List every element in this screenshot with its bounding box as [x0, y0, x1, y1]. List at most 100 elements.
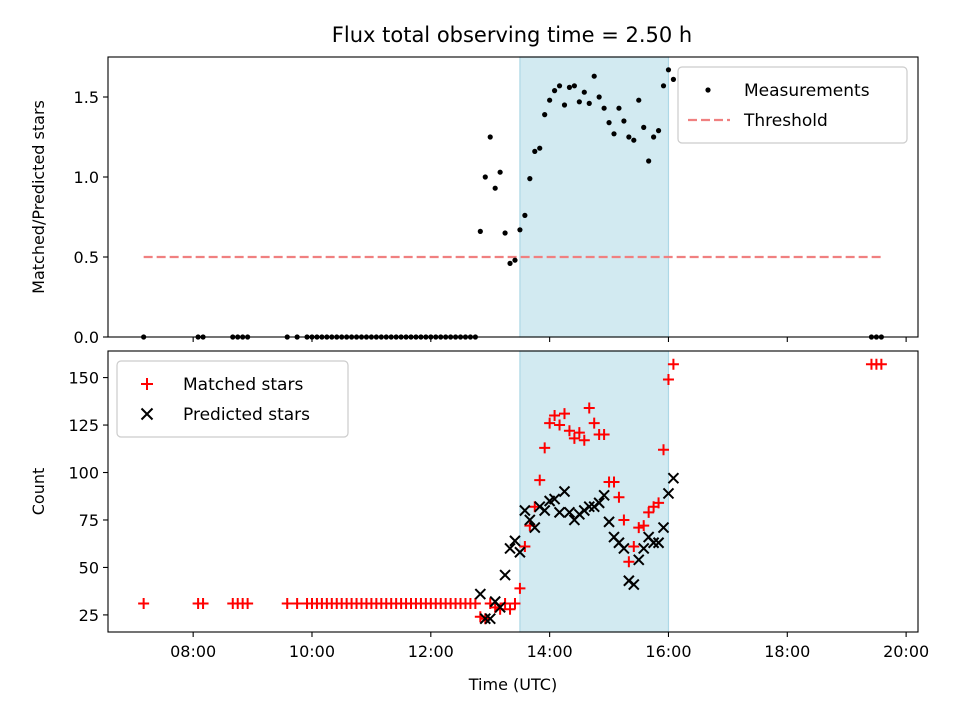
- data-point: [242, 598, 254, 610]
- data-point: [658, 444, 670, 456]
- x-tick-label: 18:00: [764, 642, 810, 661]
- data-point: [596, 94, 602, 100]
- data-point: [509, 598, 521, 610]
- data-point: [641, 124, 647, 130]
- data-point: [621, 118, 627, 124]
- legend: Matched stars Predicted stars: [116, 360, 349, 438]
- y-tick-label: 50: [79, 558, 99, 577]
- data-point: [628, 578, 640, 591]
- data-point: [558, 408, 570, 420]
- y-tick-label: 1.5: [74, 88, 99, 107]
- data-point: [576, 99, 582, 105]
- y-tick-label: 100: [68, 464, 99, 483]
- data-point: [657, 521, 670, 534]
- data-point: [662, 487, 675, 500]
- series-matched-stars: [138, 358, 887, 625]
- data-point: [519, 504, 531, 517]
- data-point: [633, 554, 645, 566]
- data-point: [643, 506, 655, 518]
- legend-box: [677, 66, 908, 144]
- data-point: [558, 485, 571, 498]
- data-point: [504, 603, 516, 615]
- legend-box: [116, 360, 349, 438]
- data-point: [623, 556, 635, 568]
- data-point: [583, 500, 595, 513]
- data-point: [487, 134, 493, 140]
- data-point: [606, 120, 612, 126]
- data-point: [504, 542, 516, 555]
- data-point: [563, 425, 575, 437]
- observing-window-band: [519, 350, 670, 633]
- data-point: [517, 227, 523, 233]
- data-point: [527, 176, 533, 182]
- data-point: [494, 601, 506, 614]
- data-point: [502, 230, 508, 236]
- data-point: [291, 598, 303, 610]
- data-point: [601, 105, 607, 111]
- data-point: [586, 100, 592, 106]
- data-point: [665, 67, 672, 73]
- data-point: [653, 497, 665, 509]
- data-point: [647, 537, 660, 549]
- data-point: [522, 212, 528, 218]
- data-point: [618, 542, 630, 555]
- data-point: [519, 541, 531, 553]
- data-point: [534, 474, 546, 486]
- data-point: [499, 569, 511, 581]
- data-point: [138, 598, 150, 610]
- x-tick-label: 08:00: [170, 642, 216, 661]
- data-point: [479, 613, 491, 625]
- data-point: [538, 504, 551, 517]
- axes-frame: [107, 350, 919, 633]
- data-point: [514, 582, 526, 594]
- legend-label: Measurements: [744, 81, 870, 101]
- data-point: [484, 613, 496, 625]
- data-point: [532, 148, 538, 154]
- data-point: [539, 442, 551, 454]
- data-point: [633, 522, 645, 534]
- data-point: [509, 535, 521, 547]
- data-point: [660, 83, 667, 89]
- x-tick-label: 20:00: [883, 642, 929, 661]
- data-point: [497, 169, 503, 175]
- legend-marker: [140, 407, 154, 421]
- data-point: [583, 402, 595, 414]
- data-point: [631, 137, 637, 143]
- observing-window-band: [519, 56, 670, 338]
- data-point: [197, 598, 209, 610]
- data-point: [482, 174, 488, 180]
- y-axis-label: Count: [29, 468, 48, 516]
- data-point: [547, 97, 553, 103]
- data-point: [537, 145, 543, 151]
- data-point: [591, 73, 597, 79]
- legend-marker: [141, 378, 153, 390]
- data-point: [554, 419, 566, 431]
- data-point: [492, 185, 498, 191]
- data-point: [477, 228, 483, 234]
- data-point: [652, 537, 665, 549]
- data-point: [551, 88, 558, 94]
- data-point: [553, 506, 566, 519]
- y-axis-label: Matched/Predicted stars: [29, 100, 48, 294]
- data-point: [563, 506, 576, 519]
- data-point: [578, 434, 590, 446]
- data-point: [544, 417, 556, 429]
- data-point: [670, 76, 677, 82]
- data-point: [626, 134, 632, 140]
- legend-label: Predicted stars: [183, 405, 310, 425]
- data-point: [646, 158, 652, 164]
- data-point: [593, 497, 605, 509]
- data-point: [618, 514, 630, 526]
- x-tick-label: 10:00: [289, 642, 335, 661]
- y-tick-label: 25: [79, 606, 99, 625]
- data-point: [573, 427, 585, 439]
- data-point: [616, 105, 622, 111]
- figure-title: Flux total observing time = 2.50 h: [332, 23, 692, 47]
- data-point: [566, 84, 573, 90]
- legend-label: Matched stars: [183, 375, 303, 395]
- y-tick-label: 75: [79, 511, 99, 530]
- data-point: [638, 542, 650, 555]
- x-axis-label: Time (UTC): [468, 675, 557, 694]
- data-point: [281, 598, 293, 610]
